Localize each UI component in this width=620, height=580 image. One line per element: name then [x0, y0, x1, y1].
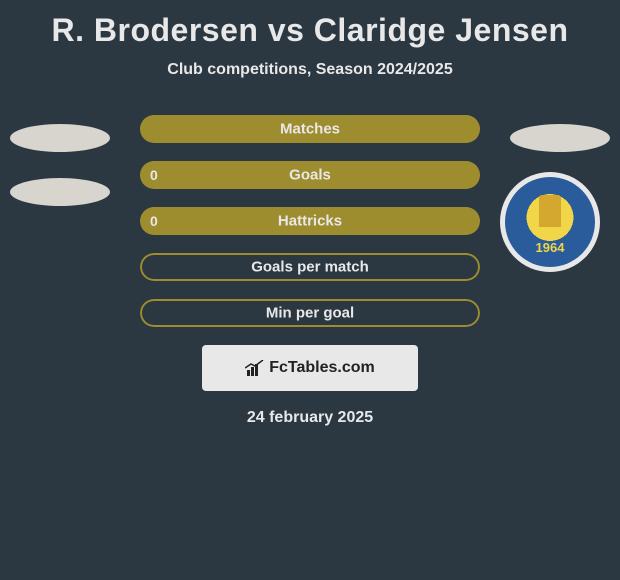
stat-label: Min per goal	[266, 305, 354, 322]
footer-date: 24 february 2025	[0, 409, 620, 427]
stat-row: 0 Hattricks	[0, 207, 620, 235]
stat-value-left: 0	[150, 213, 158, 229]
stat-row: Goals per match	[0, 253, 620, 281]
stat-label: Goals	[289, 167, 331, 184]
stat-label: Matches	[280, 121, 340, 138]
stat-label: Hattricks	[278, 213, 342, 230]
page-title: R. Brodersen vs Claridge Jensen	[0, 0, 620, 49]
stats-container: Matches 0 Goals 0 Hattricks Goals per ma…	[0, 115, 620, 327]
page-subtitle: Club competitions, Season 2024/2025	[0, 61, 620, 79]
footer-brand-badge: FcTables.com	[202, 345, 418, 391]
stat-label: Goals per match	[251, 259, 369, 276]
footer-brand-text: FcTables.com	[269, 359, 375, 377]
stat-row: Min per goal	[0, 299, 620, 327]
chart-icon	[245, 360, 265, 376]
stat-row: 0 Goals	[0, 161, 620, 189]
stat-row: Matches	[0, 115, 620, 143]
stat-value-left: 0	[150, 167, 158, 183]
